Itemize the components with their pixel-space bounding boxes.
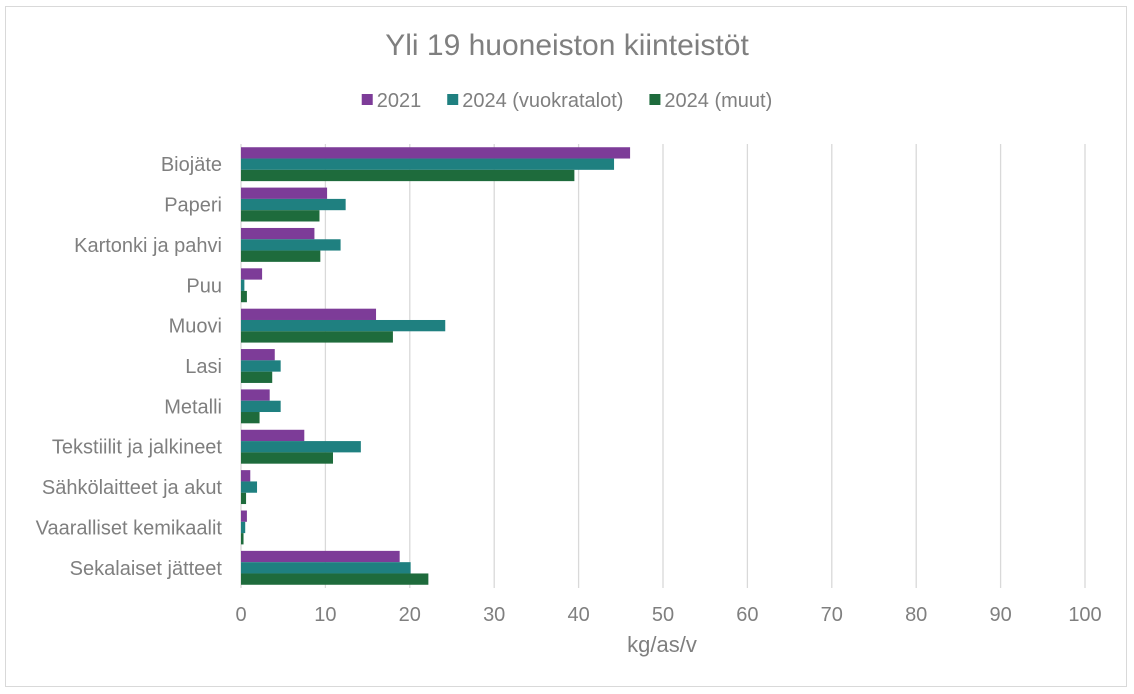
bar <box>241 429 305 442</box>
legend-swatch <box>649 94 661 105</box>
x-tick-label: 20 <box>399 604 421 626</box>
category-label: Biojäte <box>161 154 222 176</box>
bar <box>241 562 411 574</box>
chart-title: Yli 19 huoneiston kiinteistöt <box>385 29 749 62</box>
bar <box>241 349 275 361</box>
bar <box>241 400 281 413</box>
x-tick-label: 50 <box>652 604 674 626</box>
bar <box>241 268 263 280</box>
legend-swatch <box>447 94 459 105</box>
bar <box>241 331 393 343</box>
bar <box>241 492 247 505</box>
category-label: Paperi <box>164 195 222 217</box>
bar <box>241 389 270 401</box>
x-tick-label: 100 <box>1068 604 1101 626</box>
category-label: Sekalaiset jätteet <box>70 558 223 580</box>
bar <box>241 227 315 240</box>
legend-swatch <box>361 94 373 105</box>
bar <box>241 510 247 522</box>
bar <box>241 279 245 291</box>
x-tick-label: 80 <box>905 604 927 626</box>
bar <box>241 412 260 424</box>
bar <box>241 239 341 251</box>
legend-label: 2024 (muut) <box>664 90 772 112</box>
bar <box>241 452 333 464</box>
legend: 2021 2024 (vuokratalot) 2024 (muut) <box>361 90 772 112</box>
category-label: Vaaralliset kemikaalit <box>36 517 223 539</box>
category-label: Sähkölaitteet ja akut <box>42 477 223 499</box>
category-label: Lasi <box>185 356 222 378</box>
bars <box>241 147 631 585</box>
bar <box>241 550 400 563</box>
chart-frame <box>5 6 1127 687</box>
bar <box>241 441 361 453</box>
bar <box>241 319 446 332</box>
category-label: Puu <box>186 275 222 297</box>
bar <box>241 169 575 182</box>
x-tick-labels: 0 10 20 30 40 50 60 70 80 90 100 <box>235 604 1101 626</box>
bar <box>241 470 251 482</box>
category-label: Tekstiilit ja jalkineet <box>52 437 223 459</box>
bar <box>241 360 281 372</box>
category-label: Kartonki ja pahvi <box>74 235 222 257</box>
legend-label: 2024 (vuokratalot) <box>462 90 623 112</box>
bar <box>241 210 320 222</box>
bar <box>241 573 429 585</box>
bar <box>241 290 247 303</box>
bar <box>241 187 328 199</box>
category-labels: Biojäte Paperi Kartonki ja pahvi Puu Muovi La… <box>36 154 223 580</box>
x-tick-label: 70 <box>821 604 843 626</box>
bar <box>241 533 244 545</box>
x-axis-title: kg/as/v <box>627 632 697 657</box>
category-label: Muovi <box>169 316 222 338</box>
x-tick-label: 90 <box>989 604 1011 626</box>
bar <box>241 308 377 320</box>
x-tick-label: 60 <box>736 604 758 626</box>
x-tick-label: 40 <box>567 604 589 626</box>
x-tick-label: 0 <box>235 604 246 626</box>
bar <box>241 371 273 383</box>
bar <box>241 158 615 170</box>
category-label: Metalli <box>164 396 222 418</box>
bar <box>241 250 321 262</box>
bar <box>241 147 631 159</box>
gridlines <box>240 144 1086 588</box>
legend-label: 2021 <box>377 90 422 112</box>
bar <box>241 481 258 493</box>
x-tick-label: 10 <box>314 604 336 626</box>
x-tick-label: 30 <box>483 604 505 626</box>
bar <box>241 521 246 534</box>
bar <box>241 198 346 211</box>
